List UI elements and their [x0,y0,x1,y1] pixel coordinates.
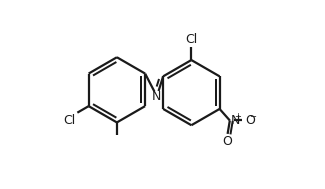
Text: −: − [249,112,256,121]
Text: N: N [152,90,162,103]
Text: +: + [234,112,241,121]
Text: O: O [223,135,232,148]
Text: N: N [230,114,240,127]
Text: Cl: Cl [185,33,198,46]
Text: O: O [245,114,255,127]
Text: Cl: Cl [64,114,76,127]
